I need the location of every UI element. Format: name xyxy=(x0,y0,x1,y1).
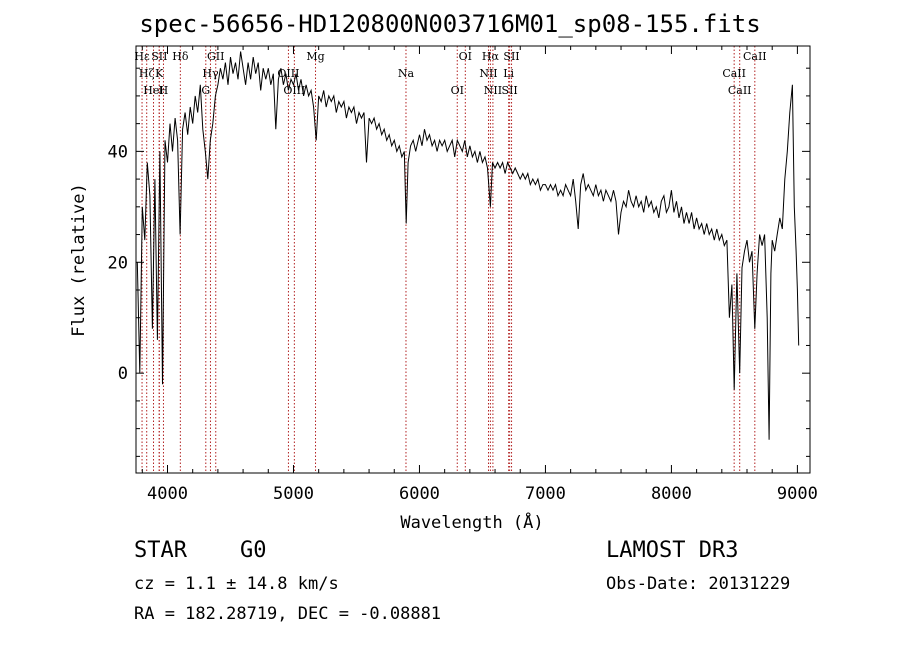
class-value: STAR xyxy=(134,538,187,563)
y-axis-ticks: 0 20 40 xyxy=(108,67,810,457)
x-tick-label: 4000 xyxy=(147,484,188,504)
spectrum-line xyxy=(136,51,800,440)
x-tick-label: 6000 xyxy=(399,484,440,504)
x-axis-ticks: 4000 5000 6000 7000 8000 9000 xyxy=(141,46,818,504)
y-tick-label: 20 xyxy=(108,253,128,273)
line-marker-label: Hε xyxy=(134,50,150,63)
x-tick-label: 7000 xyxy=(525,484,566,504)
line-marker-label: OI xyxy=(459,50,472,63)
line-marker-label: NII xyxy=(484,84,502,97)
x-tick-label: 8000 xyxy=(651,484,692,504)
line-marker-label: SII xyxy=(151,50,167,63)
line-marker-label: OI xyxy=(451,84,464,97)
line-marker-label: K xyxy=(155,67,164,80)
x-axis-label: Wavelength (Å) xyxy=(400,511,543,533)
line-marker-label: CaII xyxy=(743,50,767,63)
line-marker-label: SII xyxy=(502,84,518,97)
survey-name: LAMOST DR3 xyxy=(606,538,739,563)
line-marker-label: SII xyxy=(503,50,519,63)
line-marker-label: GII xyxy=(207,50,224,63)
subclass-value: G0 xyxy=(239,538,267,563)
line-marker-label: CaII xyxy=(722,67,746,80)
line-marker-label: Hδ xyxy=(172,50,189,63)
spectral-line-labels: HεHζHeISIIKHHδHγGGIIOIIIOIIIMgNaOIOINIIN… xyxy=(134,50,766,97)
y-tick-label: 40 xyxy=(108,142,128,162)
line-marker-label: Hγ xyxy=(202,67,219,80)
plot-frame xyxy=(135,45,811,474)
y-axis-label: Flux (relative) xyxy=(69,183,89,337)
spectral-line-markers xyxy=(141,46,756,473)
line-marker-label: OIII xyxy=(277,67,299,80)
line-marker-label: HeI xyxy=(143,84,163,97)
line-marker-label: G xyxy=(201,84,210,97)
line-marker-label: Na xyxy=(398,67,415,80)
line-marker-label: Hα xyxy=(482,50,500,63)
redshift-value: cz = 1.1 ± 14.8 km/s xyxy=(134,574,339,594)
coordinates: RA = 182.28719, DEC = -0.08881 xyxy=(134,604,442,624)
object-class: STAR G0 xyxy=(134,538,266,563)
line-marker-label: CaII xyxy=(728,84,752,97)
line-marker-label: H xyxy=(159,84,169,97)
chart-title: spec-56656-HD120800N003716M01_sp08-155.f… xyxy=(139,10,761,38)
line-marker-label: Li xyxy=(503,67,514,80)
line-marker-label: Mg xyxy=(306,50,324,63)
line-marker-label: NII xyxy=(479,67,497,80)
x-tick-label: 5000 xyxy=(273,484,314,504)
line-marker-label: Hζ xyxy=(139,67,155,80)
x-tick-label: 9000 xyxy=(777,484,818,504)
observation-date: Obs-Date: 20131229 xyxy=(606,574,791,594)
y-tick-label: 0 xyxy=(118,364,128,384)
